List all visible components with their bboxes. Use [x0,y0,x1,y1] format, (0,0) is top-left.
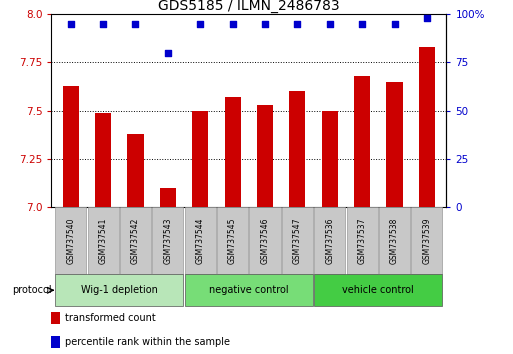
Text: GSM737542: GSM737542 [131,217,140,264]
Bar [51,336,60,348]
Text: GSM737536: GSM737536 [325,217,334,264]
Bar [217,207,248,274]
Bar [185,274,313,306]
Bar [289,91,305,207]
Point [326,21,334,27]
Bar [411,207,442,274]
Point [390,21,399,27]
Point [131,21,140,27]
Bar [354,76,370,207]
Bar [55,207,86,274]
Bar [314,207,345,274]
Bar [160,188,176,207]
Point [228,21,236,27]
Bar [152,207,184,274]
Text: GSM737538: GSM737538 [390,217,399,264]
Text: transformed count: transformed count [65,313,155,323]
Bar [88,207,119,274]
Bar [63,86,79,207]
Text: percentile rank within the sample: percentile rank within the sample [65,337,230,347]
Point [423,15,431,21]
Point [67,21,75,27]
Bar [419,47,435,207]
Bar [225,97,241,207]
Text: GSM737541: GSM737541 [98,217,108,264]
Text: negative control: negative control [209,285,289,295]
Point [99,21,107,27]
Bar [282,207,313,274]
Bar [185,207,216,274]
Bar [386,82,403,207]
Bar [95,113,111,207]
Bar [192,110,208,207]
Text: GSM737543: GSM737543 [163,217,172,264]
Bar [127,134,144,207]
Text: Wig-1 depletion: Wig-1 depletion [81,285,157,295]
Title: GDS5185 / ILMN_2486783: GDS5185 / ILMN_2486783 [158,0,340,13]
Bar [314,274,442,306]
Point [358,21,366,27]
Bar [51,313,60,324]
Text: GSM737537: GSM737537 [358,217,367,264]
Text: GSM737547: GSM737547 [293,217,302,264]
Point [261,21,269,27]
Text: protocol: protocol [12,285,52,295]
Bar [249,207,281,274]
Bar [257,105,273,207]
Text: GSM737540: GSM737540 [66,217,75,264]
Point [196,21,204,27]
Text: GSM737544: GSM737544 [196,217,205,264]
Text: vehicle control: vehicle control [343,285,414,295]
Bar [322,110,338,207]
Bar [379,207,410,274]
Bar [120,207,151,274]
Point [164,50,172,56]
Point [293,21,302,27]
Text: GSM737546: GSM737546 [261,217,269,264]
Text: GSM737539: GSM737539 [422,217,431,264]
Text: GSM737545: GSM737545 [228,217,237,264]
Bar [55,274,184,306]
Bar [347,207,378,274]
